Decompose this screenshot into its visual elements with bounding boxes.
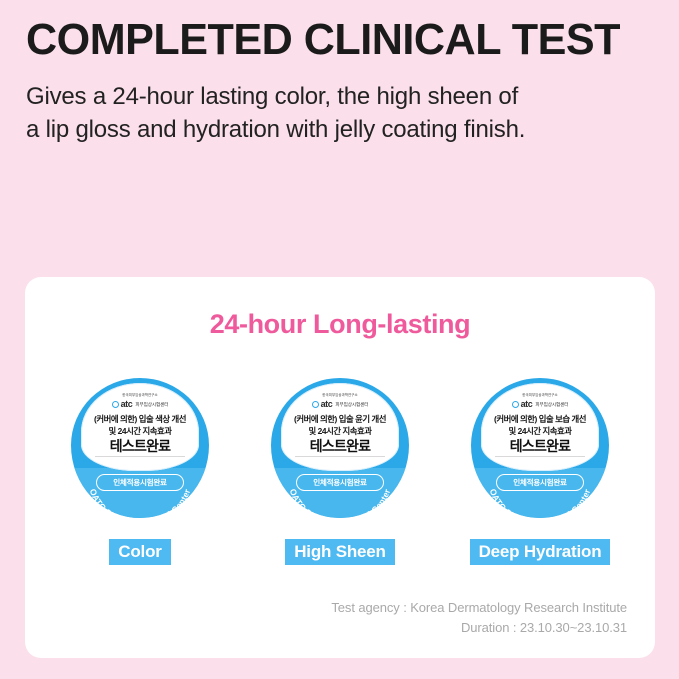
clinical-test-card: 24-hour Long-lasting 한국피부임상과학연구소 atc 피부임… [25, 277, 655, 658]
seal-result-text: 테스트완료 [309, 438, 371, 454]
atc-logo-word: atc [120, 399, 133, 409]
certification-seal-icon: 한국피부임상과학연구소 atc 피부임상시험센터 (커버에 의한) 입술 보습 … [471, 378, 609, 518]
seal-result-text: 테스트완료 [509, 438, 571, 454]
svg-text:OATC Skin Clinical Trial Cente: OATC Skin Clinical Trial Center [88, 487, 193, 518]
badge-row: 한국피부임상과학연구소 atc 피부임상시험센터 (커버에 의한) 입술 색상 … [25, 378, 655, 565]
footer-test-agency: Test agency : Korea Dermatology Research… [331, 600, 627, 615]
seal-arc-text: OATC Skin Clinical Trial Center [488, 487, 593, 518]
page-subtitle: Gives a 24-hour lasting color, the high … [26, 80, 656, 146]
badge-item-high-sheen: 한국피부임상과학연구소 atc 피부임상시험센터 (커버에 의한) 입술 윤기 … [255, 378, 425, 565]
seal-inner-face: 한국피부임상과학연구소 atc 피부임상시험센터 (커버에 의한) 입술 윤기 … [281, 383, 399, 471]
card-footer: Test agency : Korea Dermatology Research… [331, 598, 627, 638]
page-subtitle-line-2: a lip gloss and hydration with jelly coa… [26, 116, 526, 143]
seal-divider [95, 456, 185, 457]
badge-chip-high-sheen: High Sheen [285, 539, 395, 565]
seal-claim-line-2: 및 24시간 지속효과 [308, 426, 372, 436]
card-title: 24-hour Long-lasting [209, 309, 471, 339]
atc-ring-icon [511, 401, 519, 408]
svg-text:OATC Skin Clinical Trial Cente: OATC Skin Clinical Trial Center [288, 487, 393, 518]
seal-claim-line-1: (커버에 의한) 입술 보습 개선 [494, 414, 586, 424]
badge-item-color: 한국피부임상과학연구소 atc 피부임상시험센터 (커버에 의한) 입술 색상 … [55, 378, 225, 565]
footer-duration: Duration : 23.10.30~23.10.31 [461, 620, 627, 635]
seal-pill-badge: 인체적용시험완료 [96, 474, 184, 491]
seal-inner-face: 한국피부임상과학연구소 atc 피부임상시험센터 (커버에 의한) 입술 보습 … [481, 383, 599, 471]
seal-micro-text: 한국피부임상과학연구소 [322, 393, 358, 397]
seal-claim-line-2: 및 24시간 지속효과 [508, 426, 572, 436]
certification-seal-icon: 한국피부임상과학연구소 atc 피부임상시험센터 (커버에 의한) 입술 윤기 … [271, 378, 409, 518]
seal-micro-text: 한국피부임상과학연구소 [522, 393, 558, 397]
seal-arc-text: OATC Skin Clinical Trial Center [88, 487, 193, 518]
seal-arc-label: OATC Skin Clinical Trial Center [288, 487, 393, 518]
seal-divider [495, 456, 585, 457]
atc-ring-icon [311, 401, 319, 408]
badge-chip-deep-hydration: Deep Hydration [469, 539, 611, 565]
atc-ring-icon [111, 401, 119, 408]
page-subtitle-line-1: Gives a 24-hour lasting color, the high … [26, 83, 519, 110]
atc-logo: atc 피부임상시험센터 [81, 400, 199, 409]
seal-pill-badge: 인체적용시험완료 [496, 474, 584, 491]
atc-logo-subtitle: 피부임상시험센터 [335, 402, 369, 407]
seal-arc-label: OATC Skin Clinical Trial Center [88, 487, 193, 518]
page-title: COMPLETED CLINICAL TEST [26, 15, 621, 64]
atc-logo-word: atc [320, 399, 333, 409]
atc-logo-word: atc [520, 399, 533, 409]
atc-logo-subtitle: 피부임상시험센터 [535, 402, 569, 407]
seal-claim-line-1: (커버에 의한) 입술 색상 개선 [94, 414, 186, 424]
seal-divider [295, 456, 385, 457]
seal-result-text: 테스트완료 [109, 438, 171, 454]
atc-logo: atc 피부임상시험센터 [481, 400, 599, 409]
badge-item-deep-hydration: 한국피부임상과학연구소 atc 피부임상시험센터 (커버에 의한) 입술 보습 … [455, 378, 625, 565]
seal-claim-line-2: 및 24시간 지속효과 [108, 426, 172, 436]
svg-text:OATC Skin Clinical Trial Cente: OATC Skin Clinical Trial Center [488, 487, 593, 518]
atc-logo: atc 피부임상시험센터 [281, 400, 399, 409]
header: COMPLETED CLINICAL TEST Gives a 24-hour … [26, 14, 656, 146]
certification-seal-icon: 한국피부임상과학연구소 atc 피부임상시험센터 (커버에 의한) 입술 색상 … [71, 378, 209, 518]
seal-pill-badge: 인체적용시험완료 [296, 474, 384, 491]
atc-logo-subtitle: 피부임상시험센터 [135, 402, 169, 407]
badge-chip-color: Color [109, 539, 171, 565]
seal-arc-text: OATC Skin Clinical Trial Center [288, 487, 393, 518]
seal-claim-line-1: (커버에 의한) 입술 윤기 개선 [294, 414, 386, 424]
seal-micro-text: 한국피부임상과학연구소 [122, 393, 158, 397]
seal-inner-face: 한국피부임상과학연구소 atc 피부임상시험센터 (커버에 의한) 입술 색상 … [81, 383, 199, 471]
seal-arc-label: OATC Skin Clinical Trial Center [488, 487, 593, 518]
